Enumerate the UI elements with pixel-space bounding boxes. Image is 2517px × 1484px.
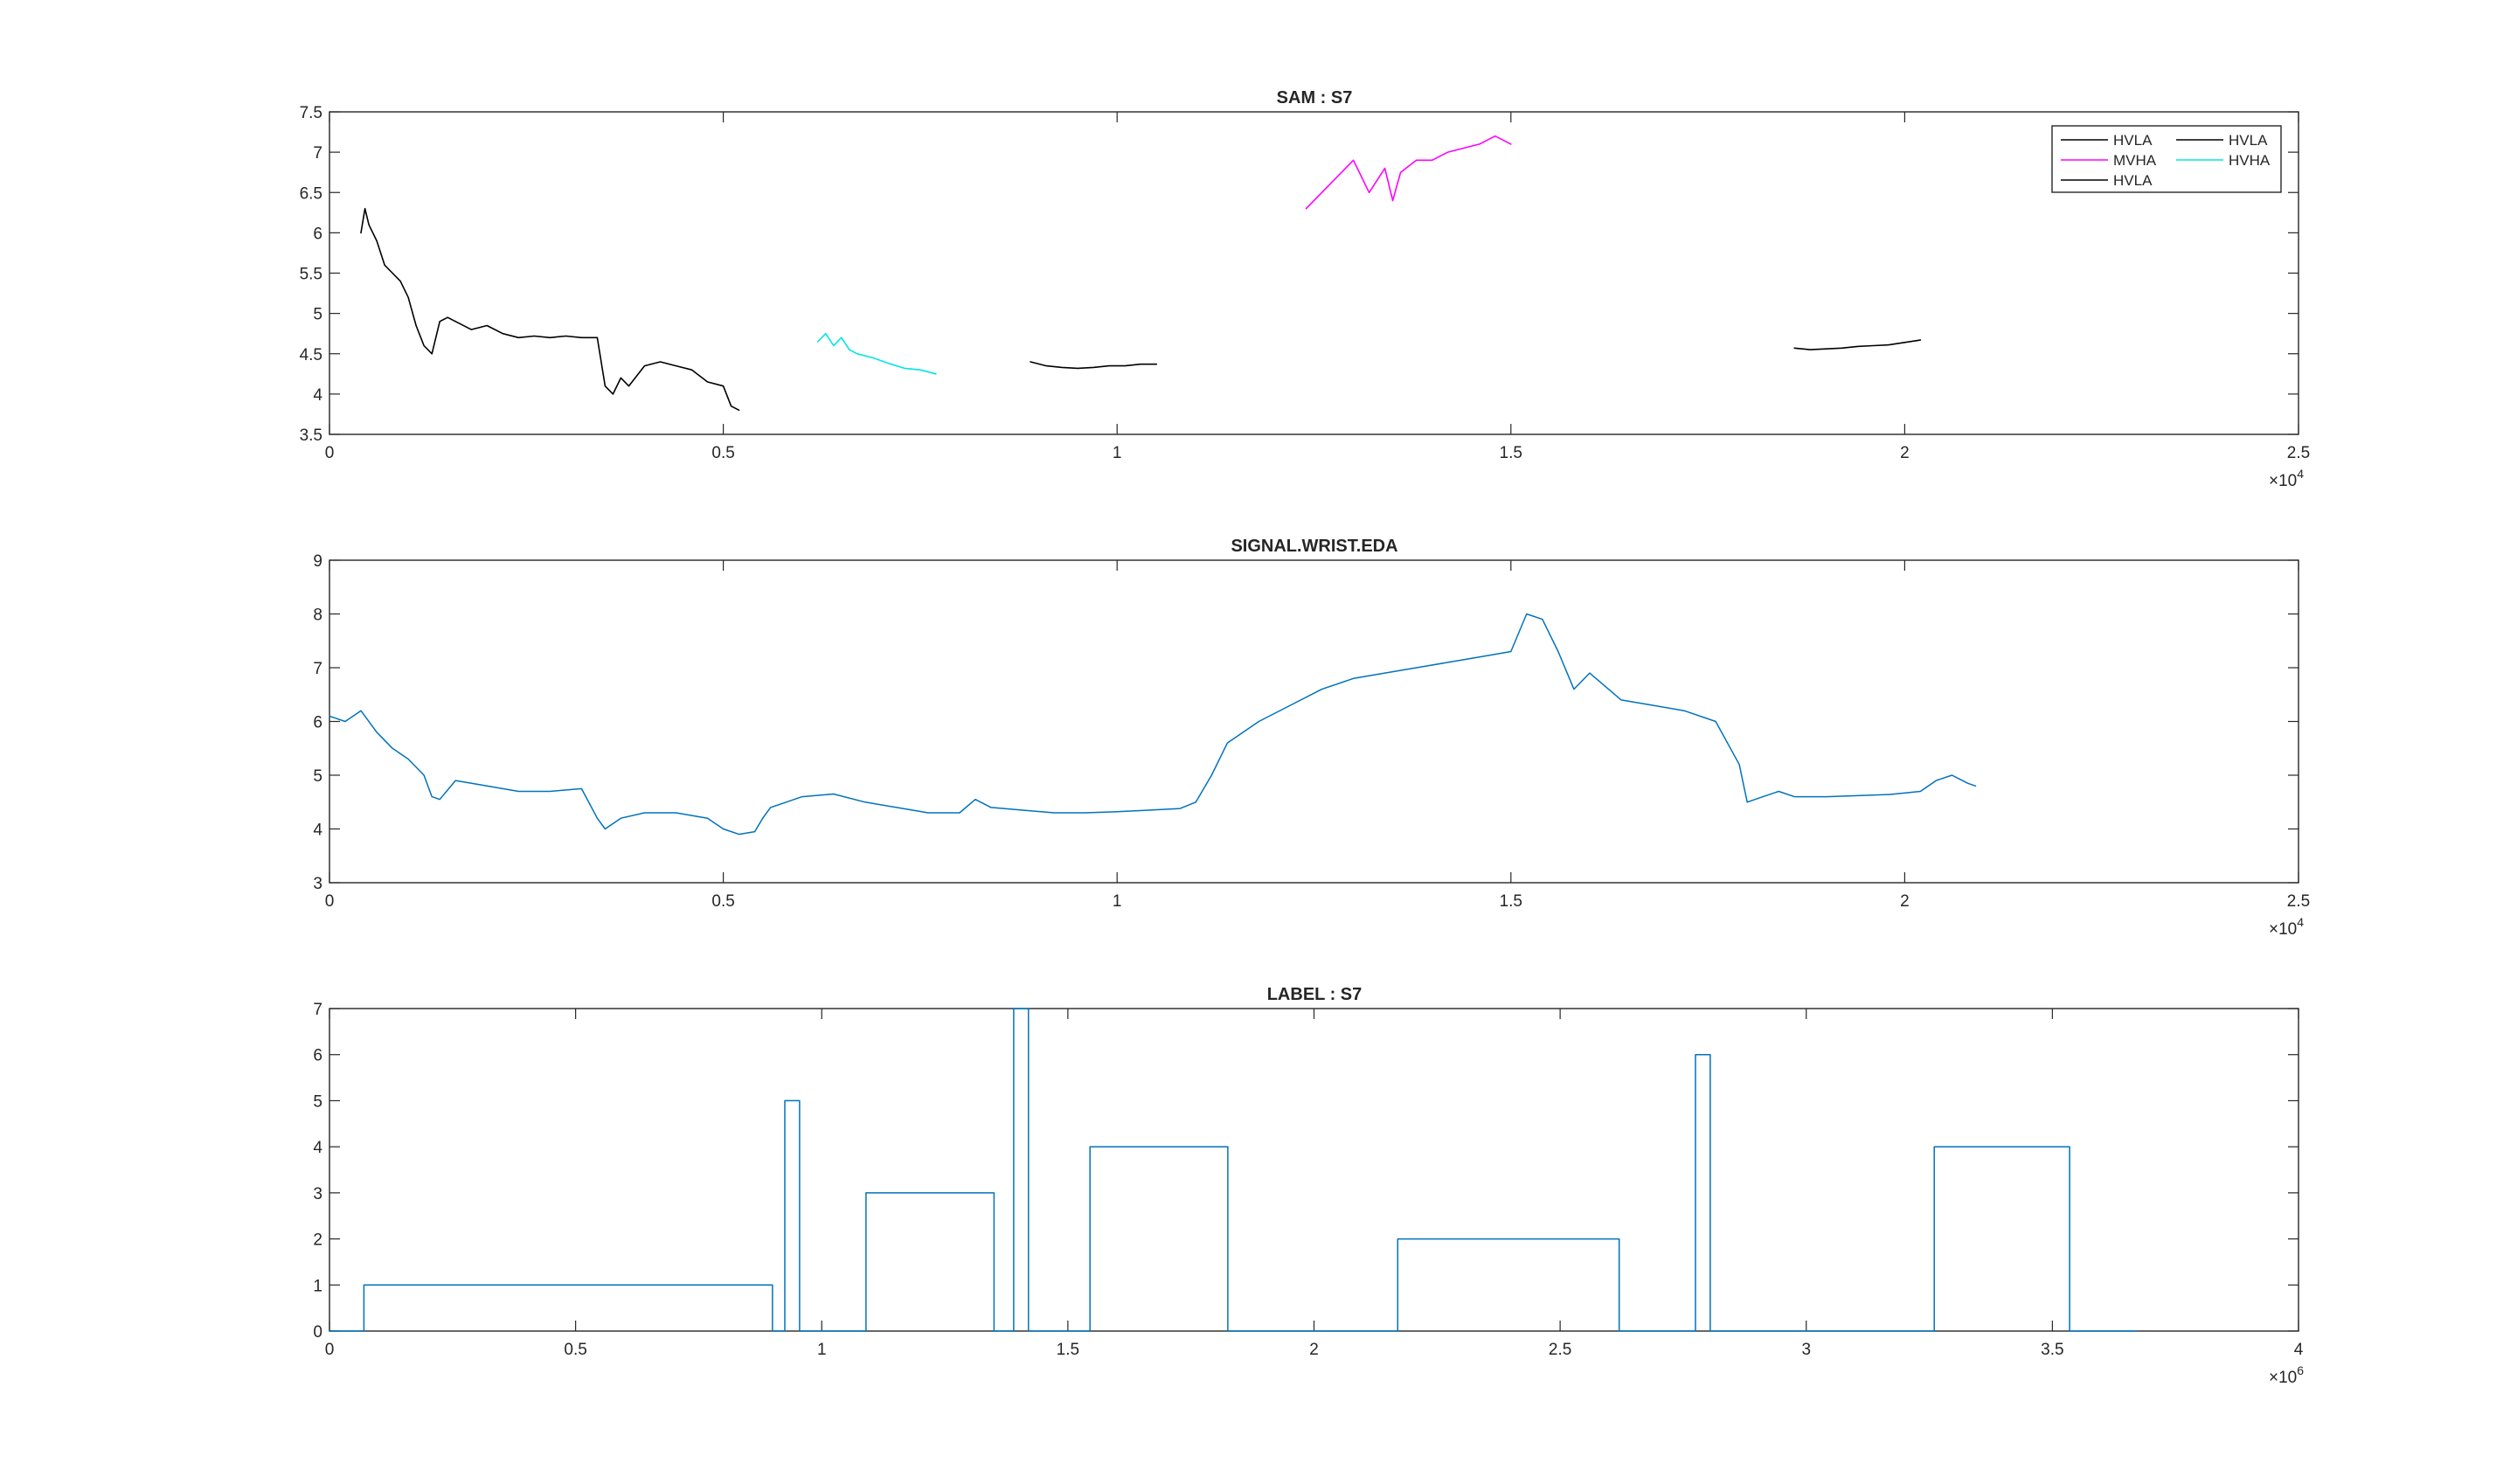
y-tick-label: 5 (313, 1092, 322, 1111)
plot-area: 0 0.5 1 1.5 2 2.5 3 3.5 4 0 1 2 3 4 5 6 7 ×106 (313, 1001, 2304, 1387)
x-tick-label: 3 (1801, 1341, 1811, 1359)
x-tick-label: 0.5 (711, 892, 734, 911)
legend-label: HVHA (2229, 152, 2271, 169)
y-tick-label: 4 (313, 1139, 322, 1157)
panel-sam: SAM : S7 0 0.5 1 1.5 2 2.5 3.5 4 4.5 5 5.5 6 6.5 7 7.5… (300, 88, 2311, 490)
plot-area: 0 0.5 1 1.5 2 2.5 3 4 5 6 7 8 9 ×104 (313, 552, 2310, 939)
x-tick-label: 2 (1900, 892, 1910, 911)
legend-label: HVLA (2229, 132, 2268, 149)
y-tick-label: 4.5 (300, 346, 322, 364)
y-tick-label: 3 (313, 1185, 322, 1203)
x-tick-label: 3.5 (2041, 1341, 2063, 1359)
series-line-2 (1305, 135, 1512, 210)
x-tick-label: 1.5 (1057, 1341, 1079, 1359)
y-tick-label: 1 (313, 1277, 322, 1295)
y-tick-label: 0 (313, 1323, 322, 1342)
y-tick-label: 7 (313, 144, 322, 163)
x-tick-label: 1.5 (1500, 444, 1522, 462)
legend-label: MVHA (2113, 152, 2157, 169)
axes-box (329, 1008, 2299, 1332)
x-tick-label: 1 (817, 1341, 827, 1359)
x-tick-label: 0.5 (564, 1341, 586, 1359)
y-tick-label: 7 (313, 1001, 322, 1019)
y-tick-label: 4 (313, 822, 322, 840)
x-exponent-label: ×106 (2269, 1363, 2304, 1387)
legend: HVLA MVHA HVLA HVLA HVHA (2051, 125, 2282, 193)
panel-title: LABEL : S7 (1267, 985, 1363, 1004)
x-tick-label: 2 (1900, 444, 1910, 462)
series-line-1 (360, 207, 740, 412)
y-tick-label: 3.5 (300, 426, 322, 445)
series-line-4 (1793, 339, 1922, 350)
y-tick-label: 2 (313, 1231, 322, 1250)
x-exponent-label: ×104 (2269, 915, 2304, 939)
y-tick-label: 7 (313, 660, 322, 678)
panel-label: LABEL : S7 0 0.5 1 1.5 2 2.5 3 3.5 4 0 1 2 3 4 5 6 7 ×106 (313, 985, 2304, 1387)
series-line-3 (1030, 361, 1158, 370)
axes-box (329, 559, 2299, 884)
panel-title: SIGNAL.WRIST.EDA (1231, 537, 1397, 556)
x-tick-label: 0 (325, 444, 335, 462)
x-tick-label: 2.5 (2287, 444, 2310, 462)
y-tick-label: 9 (313, 552, 322, 571)
x-tick-label: 0 (325, 892, 335, 911)
x-tick-label: 1.5 (1500, 892, 1522, 911)
x-exponent-label: ×104 (2269, 467, 2304, 490)
x-tick-label: 1 (1113, 892, 1122, 911)
x-tick-label: 2.5 (1549, 1341, 1571, 1359)
y-tick-label: 6 (313, 1047, 322, 1065)
panel-title: SAM : S7 (1277, 88, 1353, 107)
y-tick-label: 3 (313, 875, 322, 893)
y-tick-label: 5.5 (300, 266, 322, 284)
legend-label: HVLA (2113, 132, 2153, 149)
legend-label: HVLA (2113, 172, 2153, 189)
series-line-1 (329, 613, 1977, 836)
axes-box (329, 111, 2299, 435)
plot-area: 0 0.5 1 1.5 2 2.5 3.5 4 4.5 5 5.5 6 6.5 7 7.5 ×104 (300, 104, 2311, 490)
series-line-5 (816, 332, 937, 375)
y-tick-label: 6.5 (300, 184, 322, 203)
y-tick-label: 6 (313, 225, 322, 243)
x-tick-label: 2 (1309, 1341, 1319, 1359)
x-tick-label: 4 (2294, 1341, 2304, 1359)
series-line-1 (329, 1008, 2137, 1332)
y-tick-label: 4 (313, 386, 322, 405)
y-tick-label: 8 (313, 607, 322, 625)
x-tick-label: 1 (1113, 444, 1122, 462)
panel-eda: SIGNAL.WRIST.EDA 0 0.5 1 1.5 2 2.5 3 4 5 6 7 8 9 ×104 (313, 537, 2310, 939)
x-tick-label: 2.5 (2287, 892, 2310, 911)
legend-box (2051, 125, 2282, 193)
y-tick-label: 5 (313, 306, 322, 324)
y-tick-label: 7.5 (300, 104, 322, 122)
y-tick-label: 5 (313, 767, 322, 786)
x-tick-label: 0 (325, 1341, 335, 1359)
y-tick-label: 6 (313, 714, 322, 732)
x-tick-label: 0.5 (711, 444, 734, 462)
